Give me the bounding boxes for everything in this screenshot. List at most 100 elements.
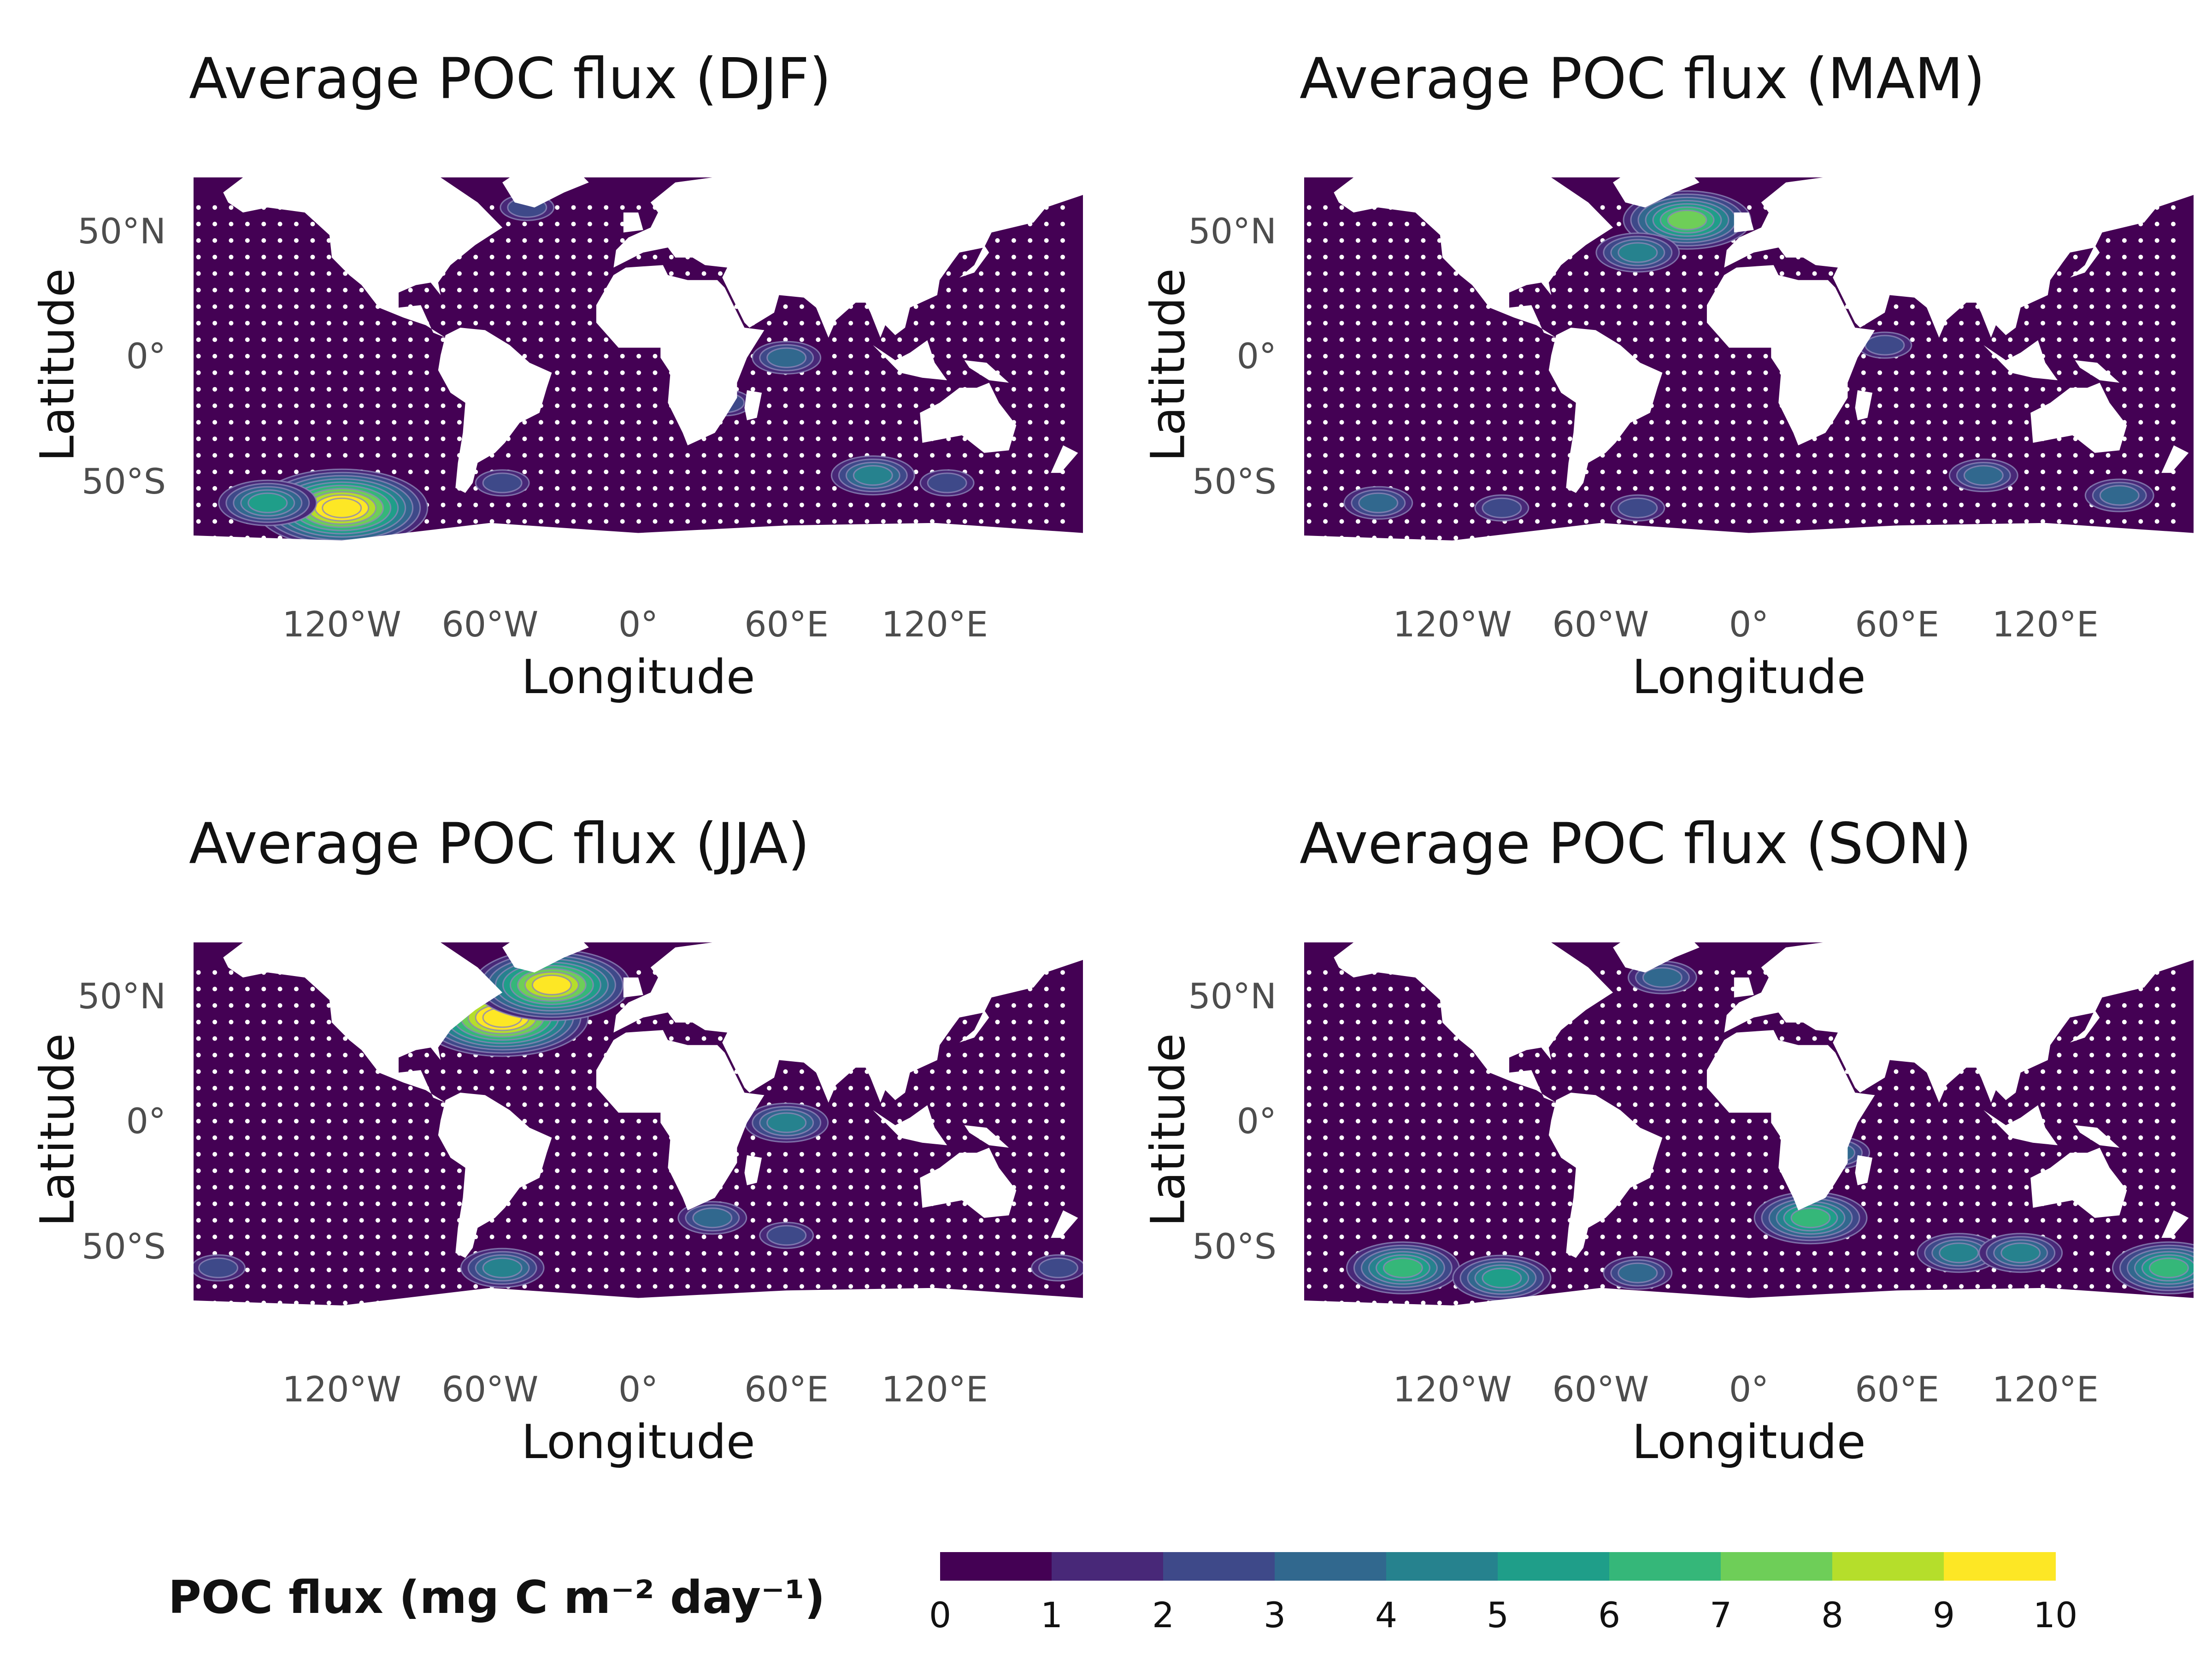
land-polygon [613, 177, 1083, 338]
y-axis-title: Latitude [1141, 1033, 1196, 1227]
x-tick-label: 60°E [1855, 604, 1940, 645]
land-polygon [1855, 1155, 1873, 1185]
land-polygon [1734, 977, 1754, 998]
colorbar-tick-label: 5 [1486, 1594, 1509, 1635]
colorbar-segment [1498, 1552, 1610, 1581]
land-polygon [2030, 1147, 2127, 1218]
colorbar-tick-label: 1 [1040, 1594, 1063, 1635]
x-tick-label: 120°E [881, 1369, 988, 1410]
x-tick-label: 120°E [1992, 604, 2099, 645]
colorbar-segment [1386, 1552, 1498, 1581]
land-polygon [1706, 265, 1875, 446]
land-polygon [1613, 942, 1700, 973]
colorbar-segment [1944, 1552, 2056, 1581]
land-polygon [964, 360, 1009, 383]
map-panel: Average POC flux (SON) 50°N 0° 50°S 120°W 60°… [1111, 765, 2212, 1530]
land-masses [194, 942, 1083, 1318]
y-axis-title: Latitude [1141, 268, 1196, 462]
colorbar-tick-label: 8 [1821, 1594, 1844, 1635]
land-polygon [1724, 942, 2194, 1103]
colorbar-tick-label: 9 [1932, 1594, 1955, 1635]
colorbar-tick-label: 10 [2033, 1594, 2078, 1635]
flux-hotspot [677, 1201, 747, 1235]
colorbar-segment [1052, 1552, 1164, 1581]
colorbar-segment [1163, 1552, 1275, 1581]
contour-level-2 [198, 1257, 239, 1278]
land-polygon [1334, 942, 1613, 1103]
x-tick-label: 60°W [1552, 604, 1649, 645]
land-polygon [623, 212, 643, 233]
y-tick-label: 50°N [1188, 975, 1277, 1017]
contour-level-3 [766, 347, 807, 368]
panel-title: Average POC flux (SON) [1300, 811, 1972, 877]
colorbar-segment [1275, 1552, 1387, 1581]
x-tick-label: 0° [1729, 1369, 1769, 1410]
y-tick-label: 50°S [1192, 1225, 1277, 1267]
flux-hotspot [475, 469, 530, 497]
land-polygon [596, 265, 765, 446]
land-polygon [1304, 523, 2194, 553]
x-tick-label: 60°W [441, 1369, 539, 1410]
contour-level-6 [2148, 1257, 2189, 1278]
map-area [1304, 942, 2194, 1318]
land-polygon [223, 177, 503, 338]
land-polygon [438, 1093, 552, 1258]
land-polygon [1734, 212, 1754, 233]
colorbar-segment [1721, 1552, 1833, 1581]
y-axis-title: Latitude [30, 1033, 85, 1227]
x-tick-label: 120°E [881, 604, 988, 645]
land-polygon [1613, 177, 1700, 208]
y-tick-label: 0° [1236, 1100, 1277, 1142]
panel-title: Average POC flux (MAM) [1300, 46, 1985, 112]
contour-level-3 [1963, 465, 2004, 486]
contour-level-3 [692, 1207, 733, 1229]
contour-level-2 [766, 1225, 807, 1246]
land-polygon [2075, 1125, 2120, 1148]
land-polygon [596, 1030, 765, 1211]
land-polygon [438, 328, 552, 493]
land-polygon [744, 390, 762, 420]
x-axis-title: Longitude [521, 650, 755, 705]
contour-level-2 [1038, 1257, 1078, 1278]
colorbar-tick-label: 3 [1263, 1594, 1286, 1635]
contour-level-2 [927, 472, 967, 494]
y-axis-title: Latitude [30, 268, 85, 462]
land-polygon [194, 523, 1083, 553]
x-tick-label: 120°E [1992, 1369, 2099, 1410]
land-polygon [959, 245, 989, 278]
land-polygon [194, 1288, 1083, 1318]
map-area [194, 942, 1083, 1318]
flux-hotspot [1452, 1254, 1552, 1301]
x-tick-label: 60°E [744, 1369, 829, 1410]
land-polygon [873, 1105, 947, 1146]
x-tick-label: 60°W [1552, 1369, 1649, 1410]
contour-level-3 [1358, 492, 1399, 513]
land-polygon [2075, 360, 2120, 383]
y-tick-label: 0° [126, 335, 166, 377]
contour-level-3 [1642, 967, 1683, 988]
panel-title: Average POC flux (JJA) [189, 811, 810, 877]
land-polygon [2161, 1210, 2189, 1238]
contour-level-6 [1382, 1257, 1423, 1278]
contour-level-7 [1667, 209, 1707, 230]
contour-level-4 [766, 1112, 807, 1133]
map-panel: Average POC flux (MAM) 50°N 0° 50°S 120°W 60°… [1111, 0, 2212, 765]
contour-level-5 [247, 492, 288, 513]
y-tick-label: 0° [1236, 335, 1277, 377]
land-polygon [2070, 1010, 2100, 1043]
x-axis-title: Longitude [1632, 650, 1866, 705]
flux-hotspot [1343, 486, 1413, 520]
colorbar-segment [1832, 1552, 1944, 1581]
map-svg [1304, 942, 2194, 1318]
flux-hotspot [759, 1222, 814, 1249]
land-polygon [1051, 445, 1078, 473]
legend-title: POC flux (mg C m⁻² day⁻¹) [168, 1571, 825, 1624]
flux-hotspot [1623, 190, 1752, 250]
land-polygon [1983, 340, 2058, 381]
land-polygon [1304, 1288, 2194, 1318]
land-polygon [1983, 1105, 2058, 1146]
flux-hotspot [1030, 1254, 1083, 1282]
land-polygon [1706, 1030, 1875, 1211]
land-polygon [223, 942, 503, 1103]
map-area [1304, 177, 2194, 553]
